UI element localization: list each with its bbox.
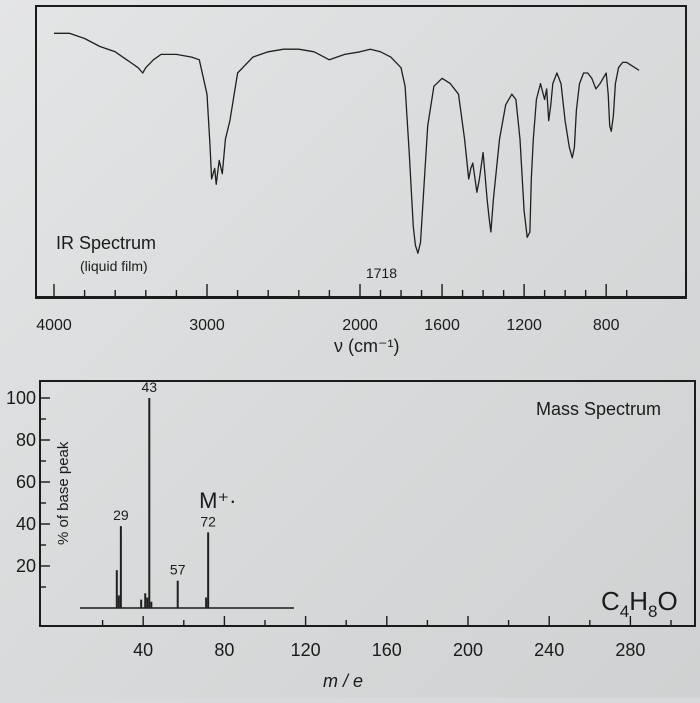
ir-title: IR Spectrum: [56, 233, 156, 253]
ir-frame: [35, 5, 687, 299]
mass-x-tick-label-80: 80: [214, 640, 234, 660]
mass-title: Mass Spectrum: [536, 399, 661, 419]
mass-peak-label-57: 57: [170, 562, 186, 578]
mass-y-tick-label-60: 60: [16, 472, 36, 492]
mass-y-tick-group: 20 40 60 80 100: [6, 388, 50, 588]
ir-tick-label-4000: 4000: [36, 317, 72, 334]
ir-peak-annotation-1718: 1718: [366, 265, 397, 281]
molecular-formula: C4H8O: [601, 586, 678, 621]
mass-y-axis-label: % of base peak: [55, 441, 72, 545]
mass-x-tick-group: 40 80 120 160 200 240 280: [101, 616, 672, 660]
mass-peak-label-group: 43 29 57 72: [113, 379, 216, 578]
mass-y-tick-label-80: 80: [16, 430, 36, 450]
mass-x-axis-label: m / e: [323, 671, 363, 691]
mass-chart: 20 40 60 80 100 40 80 120 160 200 240 280 43 29 57 72…: [6, 379, 696, 691]
ir-tick-label-group: 4000 3000 2000 1600 1200 800: [36, 317, 619, 334]
mass-peak-label-43: 43: [142, 379, 158, 395]
mass-y-tick-label-40: 40: [16, 514, 36, 534]
ir-tick-label-2000: 2000: [342, 317, 378, 334]
mass-peak-label-72: 72: [200, 513, 216, 529]
mass-peak-group: [115, 398, 210, 608]
ir-subtitle: (liquid film): [80, 258, 148, 274]
mass-x-tick-label-120: 120: [291, 640, 321, 660]
ir-tick-label-3000: 3000: [189, 317, 225, 334]
ir-tick-label-1600: 1600: [424, 317, 460, 334]
mass-x-tick-label-160: 160: [372, 640, 402, 660]
ir-tick-group: [53, 284, 628, 297]
ir-tick-label-1200: 1200: [506, 317, 542, 334]
mass-y-tick-label-20: 20: [16, 556, 36, 576]
mass-x-tick-label-200: 200: [453, 640, 483, 660]
mass-x-tick-label-240: 240: [534, 640, 564, 660]
mass-x-tick-label-40: 40: [133, 640, 153, 660]
mass-peak-label-29: 29: [113, 507, 129, 523]
mass-x-tick-label-280: 280: [615, 640, 645, 660]
ir-tick-label-800: 800: [593, 317, 620, 334]
mass-y-tick-label-100: 100: [6, 388, 36, 408]
ir-spectrum-line: [54, 32, 640, 254]
ir-x-axis-label: ν (cm⁻¹): [334, 336, 399, 356]
molecular-ion-label: M⁺·: [199, 488, 236, 513]
ir-chart: 4000 3000 2000 1600 1200 800 IR Spectrum (liq…: [35, 5, 687, 356]
